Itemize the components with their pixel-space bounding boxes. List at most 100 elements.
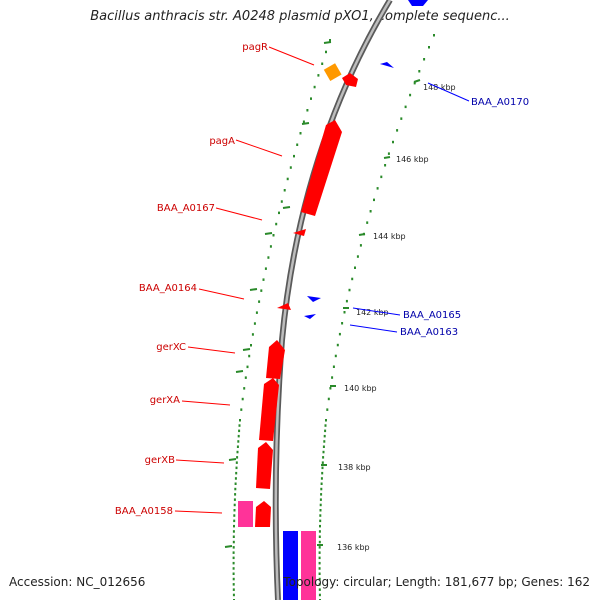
outer-ring-dot (296, 143, 299, 146)
outer-ring-dot (233, 509, 236, 512)
inner-ring-dot (387, 152, 390, 155)
gene-BAA_A0158-pink-feature[interactable] (238, 501, 253, 527)
inner-ring-dot (320, 487, 323, 491)
topology-text: Topology: circular; Length: 181,677 bp; … (283, 575, 590, 589)
gene-BAA_A0170-arrow[interactable] (380, 62, 394, 68)
outer-ring-dot (260, 289, 263, 292)
scale-label-144: 144 kbp (373, 232, 406, 241)
reverse-strand-features (238, 63, 358, 600)
label-gerXC[interactable]: gerXC (156, 342, 186, 353)
outer-ring-dot (232, 572, 235, 575)
inner-ring-dot (318, 551, 321, 554)
outer-ring-dot (264, 267, 267, 270)
inner-ring-dot (318, 567, 321, 570)
outer-ring-dot (255, 311, 258, 314)
outer-ring-dot (329, 39, 331, 42)
inner-ring-dot (322, 456, 325, 459)
label-pagR[interactable]: pagR (242, 42, 268, 53)
gene-BAA_A0167-arrow[interactable] (293, 229, 306, 236)
outer-ring-dot (306, 109, 309, 112)
label-BAA_A0170[interactable]: BAA_A0170 (471, 97, 529, 108)
outer-ring-dot (267, 256, 270, 259)
gene-orange-feature[interactable] (323, 63, 342, 82)
inner-ring-dot (318, 561, 321, 565)
outer-ring-dot (233, 524, 235, 528)
label-BAA_A0158[interactable]: BAA_A0158 (115, 506, 173, 517)
outer-ring-dot (238, 424, 241, 427)
outer-ring-dot (283, 189, 286, 192)
gene-gerXC-arrow[interactable] (266, 340, 285, 379)
inner-ring-dot (341, 322, 344, 325)
outer-ring-dot (317, 74, 320, 77)
outer-ring-dot (232, 556, 235, 560)
outer-track-tick (235, 370, 244, 373)
inner-ring-dot (404, 105, 407, 109)
outer-ring-dot (238, 429, 241, 433)
gene-gerXA-arrow[interactable] (259, 378, 279, 441)
inner-ring-dot (348, 288, 351, 292)
gene-BAA_A0165-arrow[interactable] (307, 296, 321, 302)
outer-ring-dot (237, 440, 240, 443)
label-gerXB[interactable]: gerXB (145, 455, 175, 466)
inner-ring-dot (336, 343, 339, 347)
gene-pagA-arrow[interactable] (301, 120, 342, 216)
inner-ring-dot (321, 471, 324, 475)
outer-ring-dot (232, 540, 235, 544)
outer-ring-dot (275, 222, 278, 226)
outer-ring-dot (232, 593, 235, 597)
outer-ring-dot (313, 85, 316, 89)
gene-BAA_A0163-arrow[interactable] (304, 314, 316, 319)
label-BAA_A0164[interactable]: BAA_A0164 (139, 283, 197, 294)
outer-ring-dot (269, 245, 272, 248)
outer-ring-dot (232, 551, 235, 554)
inner-ring-dot (322, 445, 325, 448)
gene-BAA_A0158-arrow[interactable] (255, 501, 271, 527)
outer-ring-dot (234, 487, 237, 491)
inner-ring-dot (396, 129, 399, 132)
inner-ring-dot (318, 572, 321, 575)
label-gerXA[interactable]: gerXA (150, 395, 180, 406)
outer-ring-dot (234, 493, 237, 496)
label-BAA_A0165[interactable]: BAA_A0165 (403, 310, 461, 321)
label-pagA[interactable]: pagA (209, 136, 235, 147)
inner-ring-dot (334, 354, 337, 358)
inner-ring-dot (319, 524, 321, 528)
inner-ring-dot (319, 498, 322, 501)
outer-ring-dot (262, 278, 265, 281)
outer-ring-dot (258, 300, 261, 303)
outer-ring-dot (232, 567, 235, 570)
inner-ring-dot (319, 509, 322, 512)
map-title: Bacillus anthracis str. A0248 plasmid pX… (90, 9, 510, 24)
gene-blue-bottom-feature[interactable] (283, 531, 298, 600)
gene-gerXB-arrow[interactable] (256, 442, 273, 489)
inner-ring-dot (321, 461, 324, 464)
outer-ring-dot (236, 445, 239, 448)
outer-ring-dot (240, 408, 243, 411)
outer-track-tick (323, 41, 332, 44)
inner-ring-dot (338, 332, 341, 336)
label-BAA_A0167[interactable]: BAA_A0167 (157, 203, 215, 214)
inner-ring-dot (321, 466, 324, 470)
gene-pink-bottom-feature[interactable] (301, 531, 316, 600)
scale-tick-144: 144 kbp (358, 232, 406, 241)
scale-tick-146: 146 kbp (383, 155, 429, 164)
inner-ring-dot (318, 593, 321, 597)
gene-BAA_A0164-arrow[interactable] (277, 303, 291, 310)
outer-ring-dot (250, 344, 252, 347)
inner-ring-dot (354, 266, 356, 269)
outer-ring-dot (280, 200, 283, 203)
inner-ring-dot (343, 311, 346, 314)
label-BAA_A0163[interactable]: BAA_A0163 (400, 327, 458, 338)
inner-ring-dot (359, 244, 362, 247)
outer-ring-dot (235, 471, 238, 475)
outer-ring-dot (233, 514, 236, 517)
gene-top-blue-arrow[interactable] (408, 0, 428, 6)
outer-track-ticks (224, 41, 332, 548)
scale-tick-136: 136 kbp (317, 543, 370, 552)
inner-ring-dot (428, 46, 430, 49)
gene-pagR-arrow[interactable] (342, 73, 358, 87)
reverse-gene-labels: pagR pagA BAA_A0167 BAA_A0164 gerXC gerX… (115, 42, 315, 517)
outer-track-tick (249, 288, 258, 291)
outer-ring-dot (325, 50, 327, 54)
outer-ring-dot (246, 365, 249, 369)
